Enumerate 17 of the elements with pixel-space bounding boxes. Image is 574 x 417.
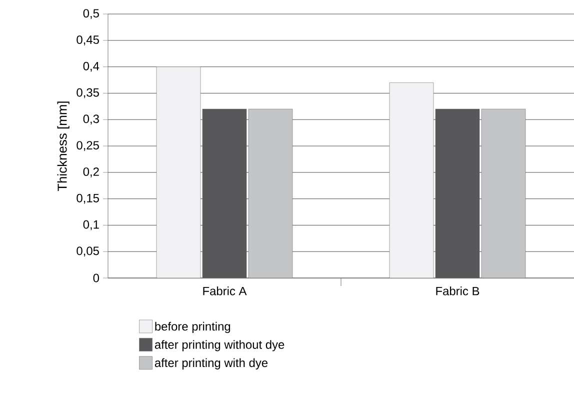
y-tick-label: 0,3 <box>83 114 99 125</box>
y-tick-label: 0,25 <box>76 141 99 151</box>
legend-label: after printing with dye <box>154 358 268 370</box>
y-tick-label: 0,45 <box>76 35 99 46</box>
y-axis-title: Thickness [mm] <box>57 102 70 192</box>
legend-label: after printing without dye <box>154 340 284 352</box>
y-tick-label: 0,35 <box>76 88 99 98</box>
y-tick-label: 0,2 <box>83 167 99 178</box>
x-tick-label: Fabric A <box>203 286 247 296</box>
y-tick-label: 0,5 <box>83 9 99 19</box>
y-tick-label: 0,05 <box>76 246 99 257</box>
legend-label: before printing <box>155 322 230 334</box>
y-tick-label: 0,15 <box>76 194 99 204</box>
x-tick-label: Fabric B <box>436 286 480 296</box>
y-tick-label: 0,1 <box>83 220 99 230</box>
y-tick-label: 0,4 <box>83 62 100 72</box>
y-tick-label: 0 <box>93 274 100 282</box>
